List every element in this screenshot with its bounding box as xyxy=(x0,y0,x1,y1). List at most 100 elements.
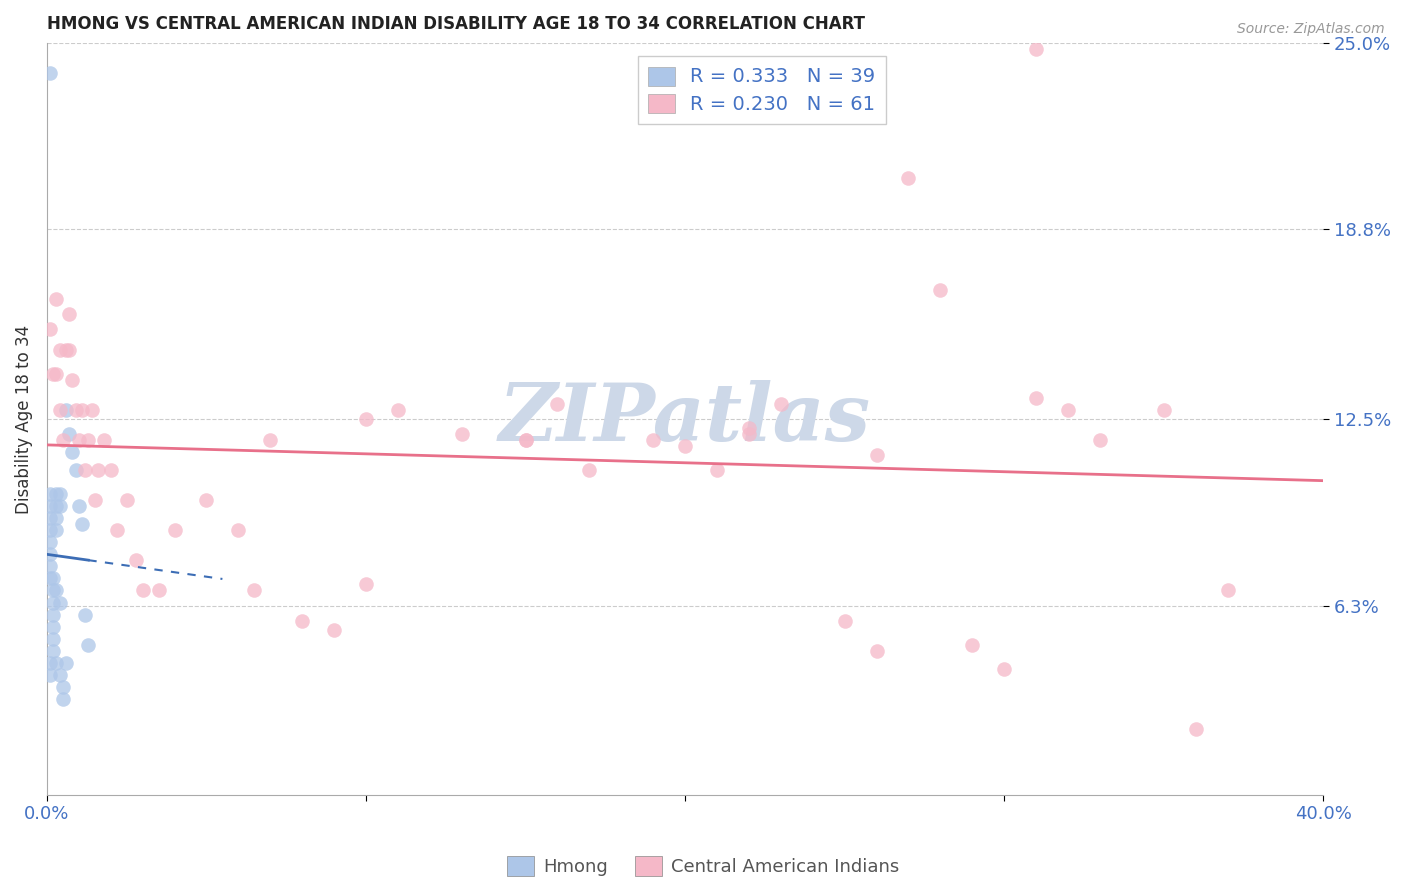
Point xyxy=(58,307,80,321)
Point xyxy=(45,524,67,538)
Point xyxy=(48,595,70,609)
Point xyxy=(1153,403,1175,417)
Point xyxy=(1088,433,1111,447)
Point xyxy=(769,397,792,411)
Point xyxy=(100,463,122,477)
Point xyxy=(39,322,62,336)
Point xyxy=(962,638,984,652)
Point xyxy=(42,619,65,633)
Point xyxy=(131,583,153,598)
Point xyxy=(195,493,218,508)
Point xyxy=(228,524,250,538)
Point xyxy=(354,577,377,591)
Text: Source: ZipAtlas.com: Source: ZipAtlas.com xyxy=(1237,22,1385,37)
Point xyxy=(115,493,138,508)
Point xyxy=(259,433,281,447)
Point xyxy=(578,463,600,477)
Point xyxy=(48,500,70,514)
Text: HMONG VS CENTRAL AMERICAN INDIAN DISABILITY AGE 18 TO 34 CORRELATION CHART: HMONG VS CENTRAL AMERICAN INDIAN DISABIL… xyxy=(46,15,865,33)
Point xyxy=(42,632,65,646)
Point xyxy=(48,667,70,681)
Point xyxy=(45,367,67,381)
Point xyxy=(39,500,62,514)
Point xyxy=(125,553,148,567)
Point xyxy=(52,680,75,694)
Point xyxy=(48,403,70,417)
Point xyxy=(42,571,65,585)
Point xyxy=(58,343,80,357)
Point xyxy=(39,66,62,80)
Point xyxy=(39,535,62,549)
Point xyxy=(45,583,67,598)
Point xyxy=(1057,403,1080,417)
Point xyxy=(39,571,62,585)
Point xyxy=(52,433,75,447)
Text: ZIPatlas: ZIPatlas xyxy=(499,380,872,458)
Point xyxy=(42,607,65,622)
Point xyxy=(48,487,70,501)
Point xyxy=(546,397,568,411)
Point xyxy=(738,427,761,442)
Point xyxy=(39,667,62,681)
Point xyxy=(83,493,105,508)
Point xyxy=(39,559,62,574)
Point xyxy=(87,463,110,477)
Point xyxy=(93,433,115,447)
Point xyxy=(105,524,128,538)
Point xyxy=(163,524,186,538)
Point xyxy=(42,367,65,381)
Point xyxy=(39,656,62,670)
Point xyxy=(45,511,67,525)
Point xyxy=(75,607,97,622)
Point xyxy=(45,292,67,306)
Point xyxy=(70,403,93,417)
Point xyxy=(834,614,856,628)
Point xyxy=(77,433,100,447)
Point xyxy=(897,171,920,186)
Point xyxy=(354,412,377,426)
Point xyxy=(77,638,100,652)
Point xyxy=(45,656,67,670)
Legend: Hmong, Central American Indians: Hmong, Central American Indians xyxy=(499,848,907,883)
Point xyxy=(75,463,97,477)
Point xyxy=(148,583,170,598)
Point xyxy=(1184,722,1206,736)
Point xyxy=(67,500,90,514)
Point xyxy=(929,283,952,297)
Point xyxy=(55,343,77,357)
Point xyxy=(48,343,70,357)
Point xyxy=(67,433,90,447)
Point xyxy=(515,433,537,447)
Point xyxy=(39,487,62,501)
Legend: R = 0.333   N = 39, R = 0.230   N = 61: R = 0.333 N = 39, R = 0.230 N = 61 xyxy=(637,55,886,124)
Point xyxy=(323,623,346,637)
Point xyxy=(70,517,93,532)
Point xyxy=(243,583,266,598)
Point xyxy=(39,547,62,561)
Point xyxy=(42,595,65,609)
Point xyxy=(865,643,887,657)
Point xyxy=(39,511,62,525)
Point xyxy=(80,403,103,417)
Point xyxy=(450,427,472,442)
Point xyxy=(706,463,728,477)
Point xyxy=(65,463,87,477)
Point xyxy=(291,614,314,628)
Point xyxy=(45,487,67,501)
Point xyxy=(387,403,409,417)
Point xyxy=(738,421,761,435)
Point xyxy=(42,643,65,657)
Point xyxy=(55,403,77,417)
Point xyxy=(993,662,1015,676)
Point xyxy=(55,656,77,670)
Point xyxy=(1025,42,1047,56)
Point xyxy=(39,524,62,538)
Y-axis label: Disability Age 18 to 34: Disability Age 18 to 34 xyxy=(15,325,32,514)
Point xyxy=(62,445,84,459)
Point xyxy=(62,373,84,387)
Point xyxy=(52,691,75,706)
Point xyxy=(65,403,87,417)
Point xyxy=(515,433,537,447)
Point xyxy=(643,433,665,447)
Point xyxy=(1025,391,1047,405)
